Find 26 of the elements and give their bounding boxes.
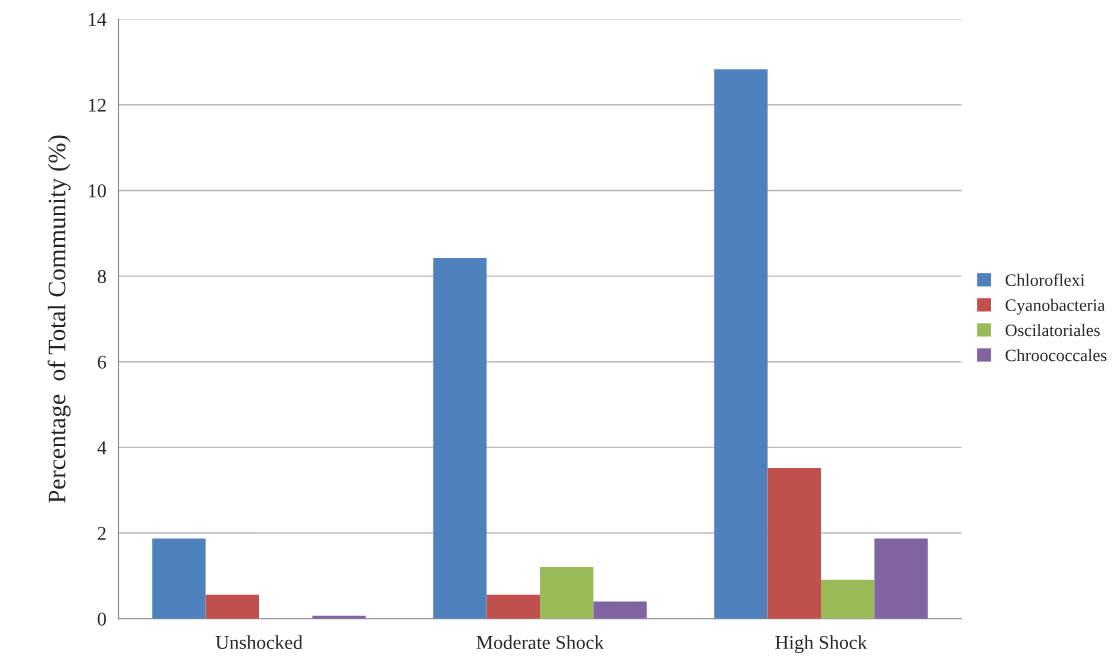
- legend-label: Chloroflexi: [1005, 273, 1085, 286]
- x-tick-label: High Shock: [775, 635, 868, 654]
- y-tick-label: 12: [88, 98, 106, 112]
- bar: [205, 594, 259, 619]
- y-tick-label: 10: [88, 184, 106, 198]
- legend-label: Oscilatoriales: [1005, 323, 1100, 337]
- y-tick-label: 8: [97, 269, 106, 284]
- legend-label: Chroococcales: [1005, 348, 1107, 362]
- bar: [767, 467, 821, 619]
- x-tick-label: Unshocked: [215, 635, 303, 650]
- bar: [486, 594, 540, 619]
- bar: [874, 538, 928, 619]
- bar: [539, 566, 594, 619]
- x-tick-label: Moderate Shock: [476, 635, 604, 650]
- bar: [820, 579, 875, 619]
- bar: [152, 538, 206, 619]
- y-axis-title: Percentage of Total Community (%): [47, 135, 71, 503]
- bar: [714, 69, 768, 619]
- y-tick-label: 2: [97, 526, 106, 540]
- bar: [593, 601, 647, 619]
- y-tick-label: 0: [97, 612, 106, 626]
- legend-label: Cyanobacteria: [1005, 298, 1105, 315]
- bar: [433, 258, 487, 619]
- y-tick-label: 6: [97, 355, 107, 369]
- y-tick-label: 4: [97, 441, 107, 455]
- y-tick-label: 14: [88, 13, 107, 26]
